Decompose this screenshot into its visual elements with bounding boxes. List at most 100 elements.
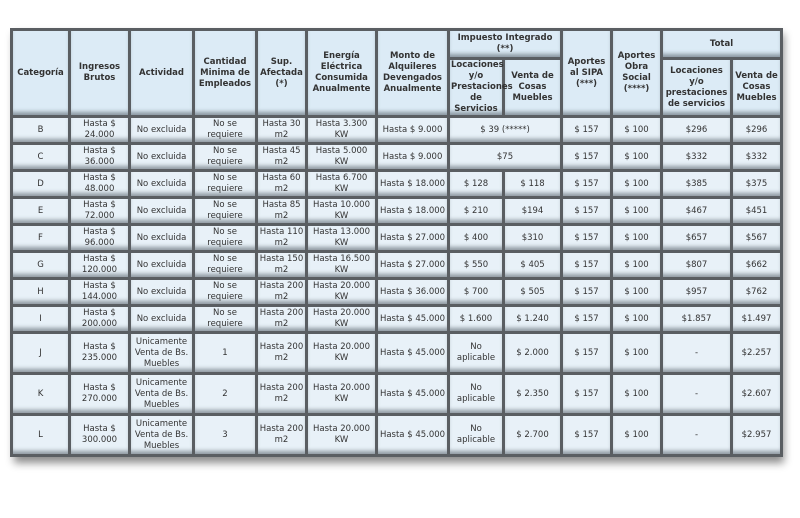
- cell-sipa: $ 157: [560, 115, 614, 145]
- cell-sipa: $ 157: [560, 169, 614, 199]
- cell-obra-social: $ 100: [610, 304, 664, 334]
- table-row: E Hasta $ 72.000 No excluida No se requiere…: [10, 196, 784, 226]
- cell-impuesto-locaciones: $ 128: [447, 169, 505, 199]
- cell-superficie: Hasta 200 m2: [255, 331, 308, 375]
- cell-impuesto: $ 39 (*****): [446, 115, 564, 145]
- table-row: F Hasta $ 96.000 No excluida No se requiere…: [10, 223, 784, 253]
- header-alquileres: Monto de Alquileres Devengados Anualment…: [375, 28, 450, 118]
- cell-alquileres: Hasta $ 45.000: [375, 372, 450, 416]
- cell-energia: Hasta 13.000 KW: [305, 223, 378, 253]
- cell-total-locaciones: $332: [660, 142, 734, 172]
- cell-superficie: Hasta 200 m2: [255, 277, 308, 307]
- cell-sipa: $ 157: [560, 277, 614, 307]
- cell-energia: Hasta 10.000 KW: [305, 196, 378, 226]
- cell-total-locaciones: $657: [660, 223, 734, 253]
- cell-empleados: No se requiere: [192, 223, 258, 253]
- cell-energia: Hasta 20.000 KW: [305, 372, 378, 416]
- cell-empleados: 1: [192, 331, 258, 375]
- cell-alquileres: Hasta $ 27.000: [375, 250, 450, 280]
- monotributo-table-container: Categoría Ingresos Brutos Actividad Cant…: [10, 28, 784, 457]
- cell-impuesto-locaciones: $ 210: [447, 196, 505, 226]
- cell-categoria: E: [10, 196, 71, 226]
- cell-empleados: No se requiere: [192, 142, 258, 172]
- cell-obra-social: $ 100: [610, 250, 664, 280]
- cell-impuesto-venta: $ 1.240: [501, 304, 564, 334]
- cell-impuesto-venta: $ 505: [501, 277, 564, 307]
- cell-impuesto-venta: $ 118: [501, 169, 564, 199]
- header-actividad: Actividad: [128, 28, 195, 118]
- cell-sipa: $ 157: [560, 331, 614, 375]
- cell-categoria: H: [10, 277, 71, 307]
- cell-superficie: Hasta 85 m2: [255, 196, 308, 226]
- header-impuesto-venta: Venta de Cosas Muebles: [501, 57, 564, 118]
- cell-superficie: Hasta 200 m2: [255, 413, 308, 457]
- cell-superficie: Hasta 110 m2: [255, 223, 308, 253]
- cell-alquileres: Hasta $ 45.000: [375, 304, 450, 334]
- cell-total-venta: $2.957: [730, 413, 784, 457]
- cell-total-locaciones: $296: [660, 115, 734, 145]
- header-obra-social: Aportes Obra Social (****): [610, 28, 664, 118]
- cell-total-venta: $451: [730, 196, 784, 226]
- cell-energia: Hasta 20.000 KW: [305, 277, 378, 307]
- cell-ingresos: Hasta $ 36.000: [68, 142, 131, 172]
- header-superficie: Sup. Afectada (*): [255, 28, 308, 118]
- cell-categoria: K: [10, 372, 71, 416]
- cell-impuesto-venta: $ 2.700: [501, 413, 564, 457]
- cell-empleados: No se requiere: [192, 115, 258, 145]
- cell-superficie: Hasta 30 m2: [255, 115, 308, 145]
- table-row: D Hasta $ 48.000 No excluida No se requiere…: [10, 169, 784, 199]
- cell-empleados: No se requiere: [192, 196, 258, 226]
- header-total: Total: [660, 28, 784, 60]
- cell-sipa: $ 157: [560, 250, 614, 280]
- cell-superficie: Hasta 150 m2: [255, 250, 308, 280]
- cell-categoria: I: [10, 304, 71, 334]
- cell-obra-social: $ 100: [610, 142, 664, 172]
- cell-obra-social: $ 100: [610, 277, 664, 307]
- cell-total-locaciones: -: [660, 413, 734, 457]
- cell-actividad: No excluida: [128, 304, 195, 334]
- table-row: K Hasta $ 270.000 Unicamente Venta de Bs. …: [10, 372, 784, 416]
- header-ingresos: Ingresos Brutos: [68, 28, 131, 118]
- cell-actividad: Unicamente Venta de Bs. Muebles: [128, 372, 195, 416]
- cell-energia: Hasta 16.500 KW: [305, 250, 378, 280]
- monotributo-categories-table: Categoría Ingresos Brutos Actividad Cant…: [10, 28, 784, 457]
- cell-actividad: No excluida: [128, 250, 195, 280]
- header-categoria: Categoría: [10, 28, 71, 118]
- table-row: J Hasta $ 235.000 Unicamente Venta de Bs. …: [10, 331, 784, 375]
- cell-impuesto-locaciones: No aplicable: [447, 413, 505, 457]
- cell-energia: Hasta 20.000 KW: [305, 304, 378, 334]
- cell-alquileres: Hasta $ 9.000: [375, 115, 450, 145]
- cell-total-venta: $2.257: [730, 331, 784, 375]
- cell-total-venta: $2.607: [730, 372, 784, 416]
- cell-alquileres: Hasta $ 18.000: [375, 169, 450, 199]
- cell-categoria: J: [10, 331, 71, 375]
- cell-impuesto-locaciones: $ 400: [447, 223, 505, 253]
- cell-total-venta: $332: [730, 142, 784, 172]
- cell-ingresos: Hasta $ 235.000: [68, 331, 131, 375]
- cell-ingresos: Hasta $ 270.000: [68, 372, 131, 416]
- table-row: B Hasta $ 24.000 No excluida No se requiere…: [10, 115, 784, 145]
- cell-actividad: No excluida: [128, 169, 195, 199]
- cell-total-venta: $1.497: [730, 304, 784, 334]
- header-total-venta: Venta de Cosas Muebles: [730, 57, 784, 118]
- cell-ingresos: Hasta $ 144.000: [68, 277, 131, 307]
- cell-ingresos: Hasta $ 300.000: [68, 413, 131, 457]
- cell-alquileres: Hasta $ 36.000: [375, 277, 450, 307]
- cell-total-locaciones: $467: [660, 196, 734, 226]
- cell-obra-social: $ 100: [610, 196, 664, 226]
- cell-categoria: B: [10, 115, 71, 145]
- cell-empleados: No se requiere: [192, 277, 258, 307]
- cell-obra-social: $ 100: [610, 169, 664, 199]
- cell-energia: Hasta 6.700 KW: [305, 169, 378, 199]
- cell-empleados: 3: [192, 413, 258, 457]
- cell-obra-social: $ 100: [610, 331, 664, 375]
- cell-total-venta: $762: [730, 277, 784, 307]
- cell-ingresos: Hasta $ 48.000: [68, 169, 131, 199]
- cell-superficie: Hasta 200 m2: [255, 304, 308, 334]
- table-row: I Hasta $ 200.000 No excluida No se requier…: [10, 304, 784, 334]
- cell-alquileres: Hasta $ 9.000: [375, 142, 450, 172]
- cell-energia: Hasta 3.300 KW: [305, 115, 378, 145]
- cell-sipa: $ 157: [560, 196, 614, 226]
- cell-sipa: $ 157: [560, 304, 614, 334]
- cell-impuesto-locaciones: $ 550: [447, 250, 505, 280]
